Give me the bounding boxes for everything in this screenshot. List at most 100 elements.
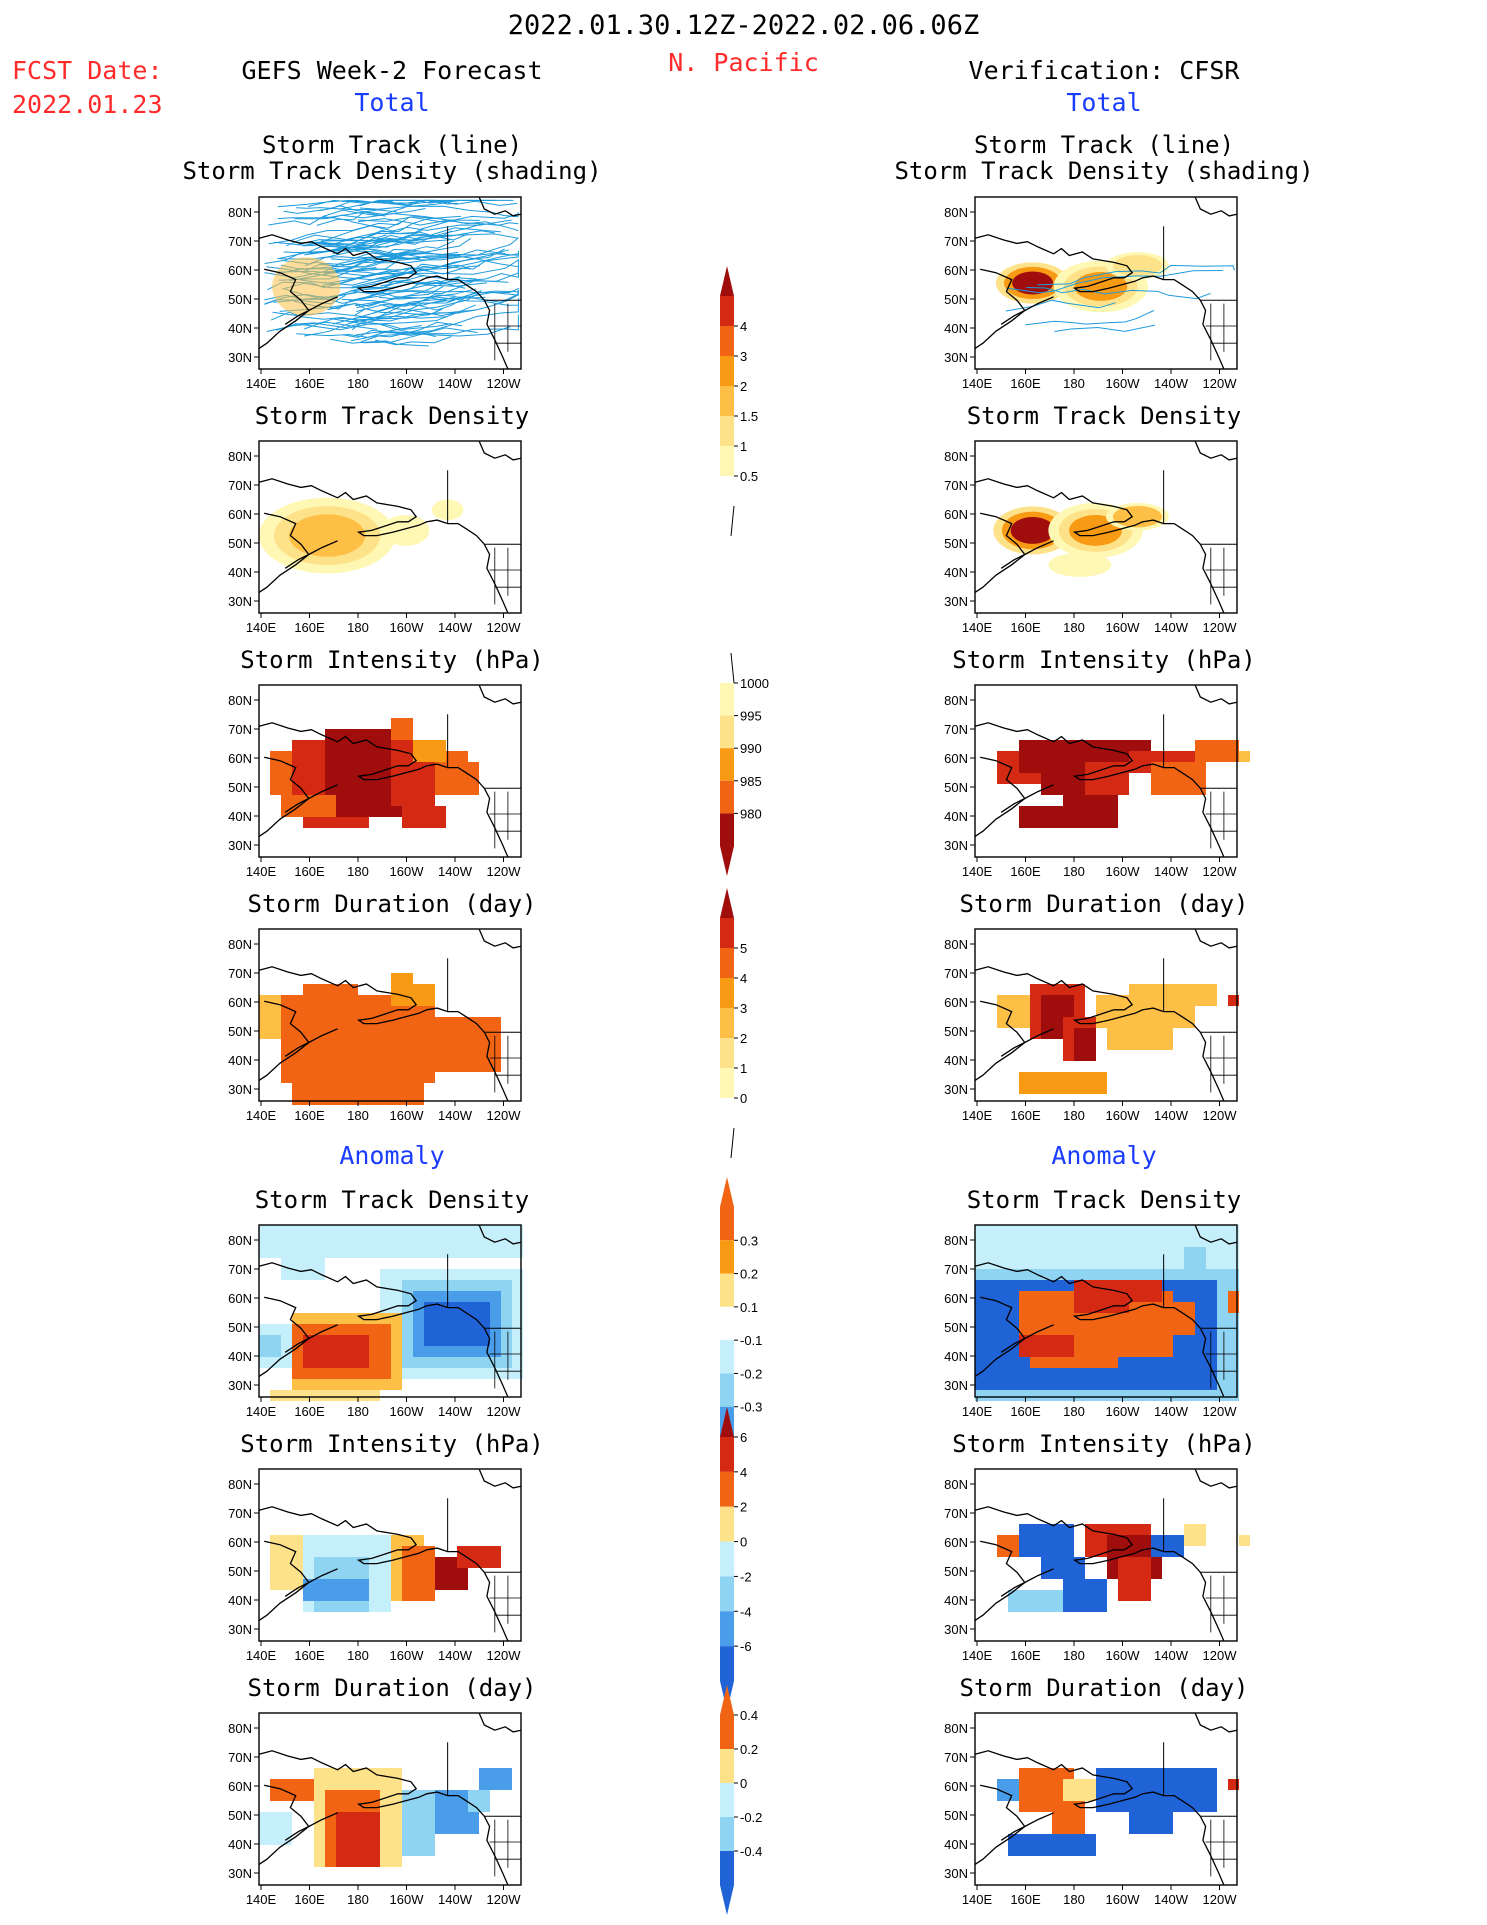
colorbar-segment (720, 748, 734, 781)
lon-tick-label: 140W (1154, 1404, 1189, 1419)
colorbar-segment (720, 780, 734, 814)
lon-tick-label: 140W (438, 1648, 473, 1663)
lat-tick-label: 40N (228, 1053, 252, 1068)
grid-cell (303, 984, 358, 995)
grid-cell (259, 1225, 523, 1258)
grid-cell (1228, 995, 1239, 1006)
lon-tick-label: 120W (487, 1404, 522, 1419)
colorbar-segment (720, 1306, 734, 1341)
lat-tick-label: 60N (228, 1291, 252, 1306)
lat-tick-label: 80N (228, 205, 252, 220)
left-anom-intensity-panel: 80N 70N 60N 50N 40N 30N 140E 160E 180 160W 140W 120… (228, 1468, 522, 1663)
colorbar-label: 4 (740, 319, 747, 334)
arctic-coastline (1194, 928, 1238, 949)
grid-cell (468, 1790, 490, 1812)
coastline (974, 478, 1225, 614)
lat-tick-label: 50N (228, 292, 252, 307)
coastline (974, 966, 1225, 1102)
colorbar-segment (720, 715, 734, 749)
colorbar-segment (720, 446, 734, 476)
colorbar-tail (730, 652, 735, 684)
lat-tick-label: 50N (944, 1564, 968, 1579)
lon-tick-label: 120W (1203, 1648, 1238, 1663)
colorbar-arrow-top (720, 1685, 734, 1715)
lon-tick-label: 160E (1010, 864, 1041, 879)
colorbar-label: -0.2 (740, 1810, 762, 1825)
lon-tick-label: 160W (1106, 1892, 1141, 1907)
lon-tick-label: 160W (390, 1892, 425, 1907)
right-intensity-panel: 80N 70N 60N 50N 40N 30N 140E 160E 180 160W 140W 120… (944, 684, 1250, 879)
storm-track-line (330, 338, 429, 347)
lat-tick-label: 50N (228, 1808, 252, 1823)
lon-tick-label: 180 (347, 376, 369, 391)
grid-cell (259, 995, 281, 1039)
colorbar-label: 0.3 (740, 1233, 758, 1248)
lon-tick-label: 120W (1203, 376, 1238, 391)
asia-coastline (258, 1000, 310, 1081)
island-arc (284, 540, 338, 569)
lat-tick-label: 30N (228, 1866, 252, 1881)
colorbar-label: 1000 (740, 676, 769, 691)
storm-track-line (1005, 299, 1116, 312)
lon-tick-label: 140E (962, 376, 993, 391)
colorbar-label: 2 (740, 1031, 747, 1046)
grid-cell (1239, 751, 1250, 762)
coastline (974, 1262, 1225, 1398)
colorbar-segment (720, 1749, 734, 1783)
left-intensity-title: Storm Intensity (hPa) (240, 646, 544, 674)
arctic-coastline (478, 1712, 522, 1733)
arctic-coastline (1194, 440, 1238, 461)
grid-cell (479, 1768, 512, 1790)
lat-tick-label: 70N (944, 1262, 968, 1277)
grid-cell (457, 1546, 479, 1568)
grid-cell (1041, 773, 1085, 795)
storm-track-line (379, 291, 482, 311)
arctic-coastline (478, 1468, 522, 1489)
colorbar-segment (720, 1273, 734, 1307)
colorbar-label: 2 (740, 379, 747, 394)
panel-frame (974, 684, 1238, 858)
density-contour (1069, 515, 1122, 546)
colorbar-label: 0.4 (740, 1708, 758, 1723)
grid-cell (402, 1546, 435, 1601)
lat-tick-label: 80N (944, 1477, 968, 1492)
lat-tick-label: 40N (228, 565, 252, 580)
island-arc (284, 1568, 338, 1597)
lon-tick-label: 160W (390, 864, 425, 879)
colorbar-label: 0 (740, 1091, 747, 1106)
asia-coastline (258, 512, 310, 593)
lat-tick-label: 80N (228, 1477, 252, 1492)
colorbar-segment (720, 1038, 734, 1068)
storm-track-line (380, 201, 519, 218)
lon-tick-label: 120W (1203, 1108, 1238, 1123)
lat-tick-label: 80N (228, 1233, 252, 1248)
right-density-panel: 80N 70N 60N 50N 40N 30N 140E 160E 180 160W 140W 120… (944, 440, 1238, 635)
arctic-coastline (478, 196, 522, 217)
coastline (258, 478, 509, 614)
colorbar-segment (720, 918, 734, 948)
colorbar-arrow-top (720, 888, 734, 918)
asia-coastline (258, 1540, 310, 1621)
colorbar-segment (720, 1373, 734, 1407)
storm-track-line (1026, 287, 1211, 300)
lon-tick-label: 180 (1063, 620, 1085, 635)
colorbar-label: 0.2 (740, 1742, 758, 1757)
left-anom-duration-panel: 80N 70N 60N 50N 40N 30N 140E 160E 180 160W 140W 120… (228, 1712, 522, 1907)
grid-cell (1118, 1557, 1151, 1601)
panel-frame (258, 1224, 522, 1398)
storm-track-line (297, 215, 462, 246)
lon-tick-label: 180 (347, 1108, 369, 1123)
lat-tick-label: 50N (944, 780, 968, 795)
density-contour (382, 514, 430, 546)
lat-tick-label: 60N (944, 263, 968, 278)
lat-tick-label: 70N (944, 234, 968, 249)
storm-track-line (332, 248, 462, 256)
storm-track-line (268, 216, 352, 226)
storm-track-line (273, 221, 402, 246)
grid-cell (1107, 1028, 1173, 1050)
colorbar-label: 1.5 (740, 409, 758, 424)
lon-tick-label: 140W (1154, 864, 1189, 879)
lat-tick-label: 60N (228, 507, 252, 522)
coastline (258, 234, 509, 370)
lon-tick-label: 120W (487, 1108, 522, 1123)
